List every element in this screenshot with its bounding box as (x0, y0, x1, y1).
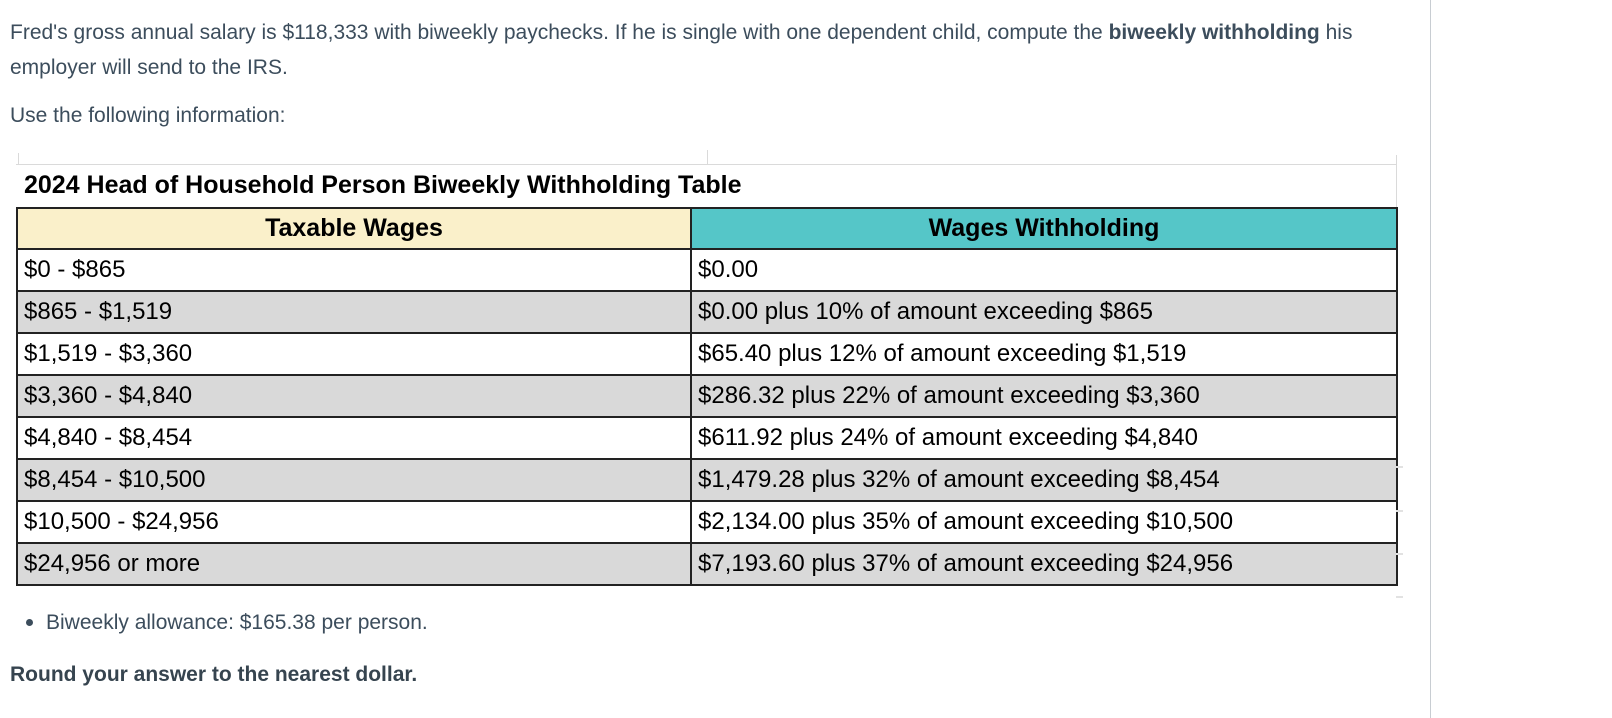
table-row: $865 - $1,519 $0.00 plus 10% of amount e… (16, 290, 1398, 334)
table-row: $8,454 - $10,500 $1,479.28 plus 32% of a… (16, 458, 1398, 502)
excel-gridline-stub-left (18, 153, 19, 164)
excel-gridline-tick (1396, 510, 1403, 512)
taxable-wages-cell: $8,454 - $10,500 (16, 458, 692, 502)
header-wages-withholding: Wages Withholding (690, 207, 1398, 250)
excel-gridline-horizontal (16, 164, 1397, 165)
table-row: $3,360 - $4,840 $286.32 plus 22% of amou… (16, 374, 1398, 418)
wages-withholding-cell: $2,134.00 plus 35% of amount exceeding $… (690, 500, 1398, 544)
content-column-divider (1430, 0, 1431, 718)
wages-withholding-cell: $611.92 plus 24% of amount exceeding $4,… (690, 416, 1398, 460)
header-taxable-wages: Taxable Wages (16, 207, 692, 250)
wages-withholding-cell: $286.32 plus 22% of amount exceeding $3,… (690, 374, 1398, 418)
wages-withholding-cell: $0.00 (690, 248, 1398, 292)
wages-withholding-cell: $0.00 plus 10% of amount exceeding $865 (690, 290, 1398, 334)
taxable-wages-cell: $1,519 - $3,360 (16, 332, 692, 376)
table-row: $10,500 - $24,956 $2,134.00 plus 35% of … (16, 500, 1398, 544)
question-text-after-bold: his employer will send to the IRS. (10, 21, 1353, 79)
excel-gridline-stub-right (1396, 155, 1397, 207)
question-text: Fred's gross annual salary is $118,333 w… (10, 15, 1370, 85)
allowance-bullet-item: Biweekly allowance: $165.38 per person. (26, 609, 428, 636)
taxable-wages-cell: $4,840 - $8,454 (16, 416, 692, 460)
withholding-table-screenshot: 2024 Head of Household Person Biweekly W… (14, 150, 1403, 598)
taxable-wages-cell: $3,360 - $4,840 (16, 374, 692, 418)
table-title: 2024 Head of Household Person Biweekly W… (24, 171, 742, 199)
excel-gridline-tick (1396, 466, 1403, 468)
instruction-text: Use the following information: (10, 104, 286, 127)
taxable-wages-cell: $10,500 - $24,956 (16, 500, 692, 544)
taxable-wages-cell: $865 - $1,519 (16, 290, 692, 334)
table-row: $1,519 - $3,360 $65.40 plus 12% of amoun… (16, 332, 1398, 376)
rounding-instruction: Round your answer to the nearest dollar. (10, 663, 418, 686)
table-row: $0 - $865 $0.00 (16, 248, 1398, 292)
table-row: $4,840 - $8,454 $611.92 plus 24% of amou… (16, 416, 1398, 460)
excel-gridline-stub-mid (707, 150, 708, 164)
excel-gridline-tick (1396, 596, 1403, 598)
question-text-bold-phrase: biweekly withholding (1108, 21, 1320, 44)
question-text-before-bold: Fred's gross annual salary is $118,333 w… (10, 21, 1109, 44)
allowance-bullet-text: Biweekly allowance: $165.38 per person. (46, 611, 428, 634)
table-row: $24,956 or more $7,193.60 plus 37% of am… (16, 542, 1398, 586)
table-header-row: Taxable Wages Wages Withholding (16, 207, 1398, 250)
taxable-wages-cell: $24,956 or more (16, 542, 692, 586)
excel-gridline-tick (1396, 553, 1403, 555)
bullet-icon (26, 619, 33, 626)
wages-withholding-cell: $1,479.28 plus 32% of amount exceeding $… (690, 458, 1398, 502)
taxable-wages-cell: $0 - $865 (16, 248, 692, 292)
wages-withholding-cell: $7,193.60 plus 37% of amount exceeding $… (690, 542, 1398, 586)
withholding-table: Taxable Wages Wages Withholding $0 - $86… (16, 207, 1398, 586)
wages-withholding-cell: $65.40 plus 12% of amount exceeding $1,5… (690, 332, 1398, 376)
